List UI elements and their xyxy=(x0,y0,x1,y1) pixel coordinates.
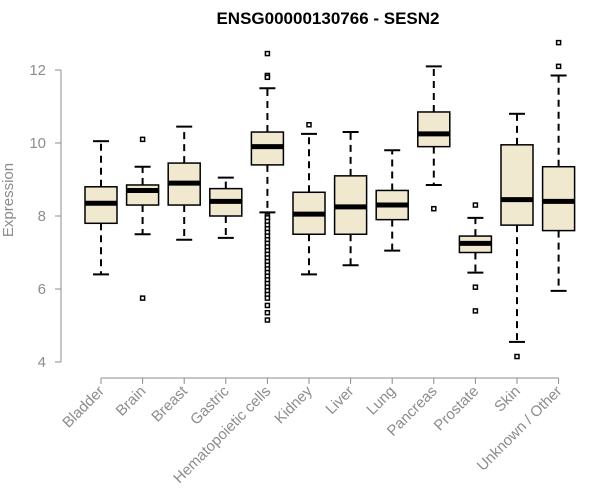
x-tick-label: Bladder xyxy=(59,383,108,432)
box-group xyxy=(375,149,409,252)
y-tick-label: 12 xyxy=(29,62,46,79)
box-group xyxy=(458,202,493,314)
x-tick-label: Prostate xyxy=(431,383,483,435)
y-axis: 4 6 8 10 12 xyxy=(29,62,62,371)
y-tick-label: 4 xyxy=(38,354,46,371)
outlier-point xyxy=(472,202,479,208)
x-tick-label: Brain xyxy=(113,383,150,420)
outlier-point xyxy=(264,50,271,57)
box-group xyxy=(125,136,160,301)
x-tick-label: Kidney xyxy=(271,382,316,427)
box-group xyxy=(292,122,326,276)
outlier-point xyxy=(431,205,437,212)
outlier-point xyxy=(472,284,479,290)
outlier-point xyxy=(139,295,146,301)
box-group xyxy=(333,131,368,267)
box-group xyxy=(84,140,118,276)
box-iqr xyxy=(500,144,534,226)
outlier-point xyxy=(555,39,562,46)
outlier-point xyxy=(306,122,312,128)
box-group xyxy=(167,125,201,241)
box-group xyxy=(209,176,243,239)
outlier-point xyxy=(472,308,479,314)
outlier-point xyxy=(264,302,271,309)
box-iqr xyxy=(541,165,576,232)
outlier-point xyxy=(264,74,271,81)
box-group xyxy=(500,112,534,360)
box-group xyxy=(417,65,451,212)
x-tick-label: Breast xyxy=(148,382,191,425)
box-iqr xyxy=(417,111,451,148)
x-tick-label: Skin xyxy=(491,383,524,416)
plot-area xyxy=(84,39,576,360)
outlier-point xyxy=(555,63,562,70)
y-tick-label: 8 xyxy=(38,208,46,225)
x-tick-label: Lung xyxy=(363,383,399,419)
x-tick-label: Liver xyxy=(322,383,357,418)
y-axis-label: Expression xyxy=(0,163,17,237)
outlier-point xyxy=(264,295,271,301)
outlier-point xyxy=(264,309,271,316)
box-group xyxy=(250,50,285,323)
y-tick-label: 6 xyxy=(38,281,46,298)
outlier-point xyxy=(514,353,520,360)
chart-title: ENSG00000130766 - SESN2 xyxy=(216,9,439,28)
box-group xyxy=(541,39,576,292)
y-tick-label: 10 xyxy=(29,135,46,152)
outlier-point xyxy=(264,317,271,323)
outlier-point xyxy=(139,136,146,143)
